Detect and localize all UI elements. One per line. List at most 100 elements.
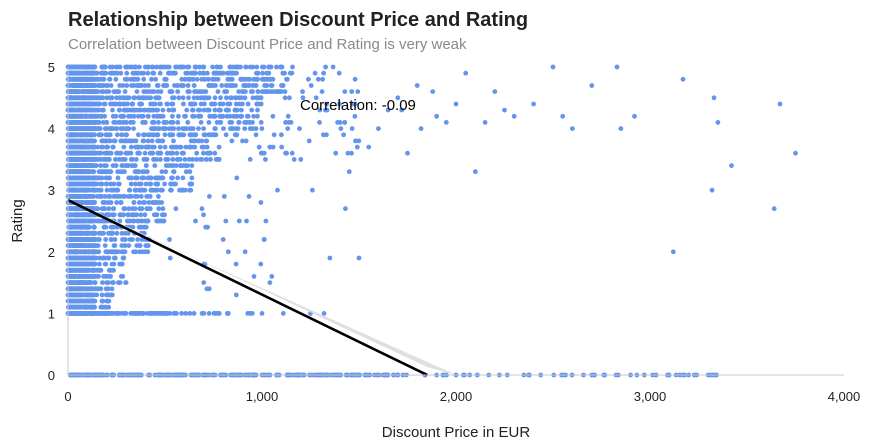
data-point (145, 95, 151, 101)
data-point (100, 280, 105, 285)
data-point (189, 126, 194, 131)
data-point (254, 101, 260, 107)
data-point (203, 224, 209, 230)
data-point (199, 76, 205, 82)
data-point (376, 126, 381, 131)
data-point (232, 107, 238, 113)
data-point (78, 286, 83, 292)
data-point (105, 280, 111, 285)
data-point (271, 132, 277, 138)
data-point (80, 267, 85, 273)
data-point (66, 64, 72, 70)
data-point (185, 120, 191, 125)
data-point (126, 113, 131, 119)
data-point (72, 181, 77, 187)
data-point (139, 101, 145, 107)
data-point (189, 163, 195, 169)
data-point (83, 280, 89, 285)
data-point (204, 157, 209, 162)
data-point (212, 95, 218, 101)
data-point (107, 212, 113, 218)
data-point (158, 89, 164, 94)
data-point (327, 255, 333, 261)
data-point (99, 113, 104, 119)
data-point (130, 70, 136, 76)
data-point (155, 107, 161, 113)
data-point (132, 194, 138, 199)
data-point (279, 132, 284, 138)
data-point (255, 113, 260, 119)
data-point (178, 83, 184, 88)
data-point (185, 89, 191, 94)
data-point (173, 64, 179, 70)
data-point (79, 200, 85, 205)
data-point (68, 274, 73, 279)
data-point (73, 70, 79, 76)
data-point (179, 187, 185, 193)
data-point (236, 218, 242, 224)
data-point (99, 292, 105, 298)
data-point (155, 138, 161, 144)
data-point (111, 243, 117, 249)
data-point (116, 311, 121, 316)
data-point (108, 237, 114, 242)
data-point (82, 157, 88, 162)
data-point (139, 113, 144, 119)
data-point (112, 138, 118, 144)
data-point (107, 64, 113, 70)
data-point (354, 144, 360, 150)
data-point (83, 120, 89, 125)
data-point (199, 138, 205, 144)
data-point (101, 230, 106, 236)
data-point (159, 169, 165, 175)
data-point (114, 200, 120, 205)
data-point (131, 218, 137, 224)
data-point (201, 70, 207, 76)
data-point (157, 70, 163, 76)
data-point (247, 64, 253, 70)
data-point (177, 157, 183, 162)
data-point (352, 76, 358, 82)
data-point (264, 70, 270, 76)
data-point (81, 261, 86, 267)
data-point (136, 181, 142, 187)
data-point (280, 311, 286, 316)
data-point (96, 218, 101, 224)
data-point (183, 144, 189, 150)
data-point (265, 76, 271, 82)
data-point (126, 212, 132, 218)
x-tick-label: 4,000 (828, 389, 861, 404)
data-point (106, 206, 112, 212)
data-point (88, 255, 93, 261)
data-point (142, 169, 147, 175)
data-point (614, 64, 620, 70)
data-point (201, 144, 207, 150)
data-point (73, 194, 79, 199)
data-point (120, 237, 126, 242)
data-point (247, 311, 253, 316)
data-point (120, 83, 126, 88)
data-point (88, 150, 94, 156)
data-point (160, 113, 166, 119)
data-point (245, 101, 251, 107)
data-point (139, 237, 145, 242)
data-point (79, 163, 85, 169)
data-point (116, 157, 122, 162)
data-point (300, 89, 305, 94)
data-point (101, 107, 106, 113)
data-point (128, 150, 134, 156)
data-point (227, 113, 233, 119)
data-point (249, 107, 255, 113)
data-point (125, 163, 131, 169)
data-point (201, 126, 207, 131)
data-point (148, 187, 154, 193)
data-point (258, 150, 264, 156)
data-point (142, 83, 148, 88)
data-point (183, 113, 188, 119)
data-point (105, 200, 111, 205)
data-point (321, 132, 326, 138)
data-point (221, 194, 227, 199)
data-point (139, 206, 145, 212)
data-point (109, 187, 115, 193)
data-point (78, 126, 83, 131)
